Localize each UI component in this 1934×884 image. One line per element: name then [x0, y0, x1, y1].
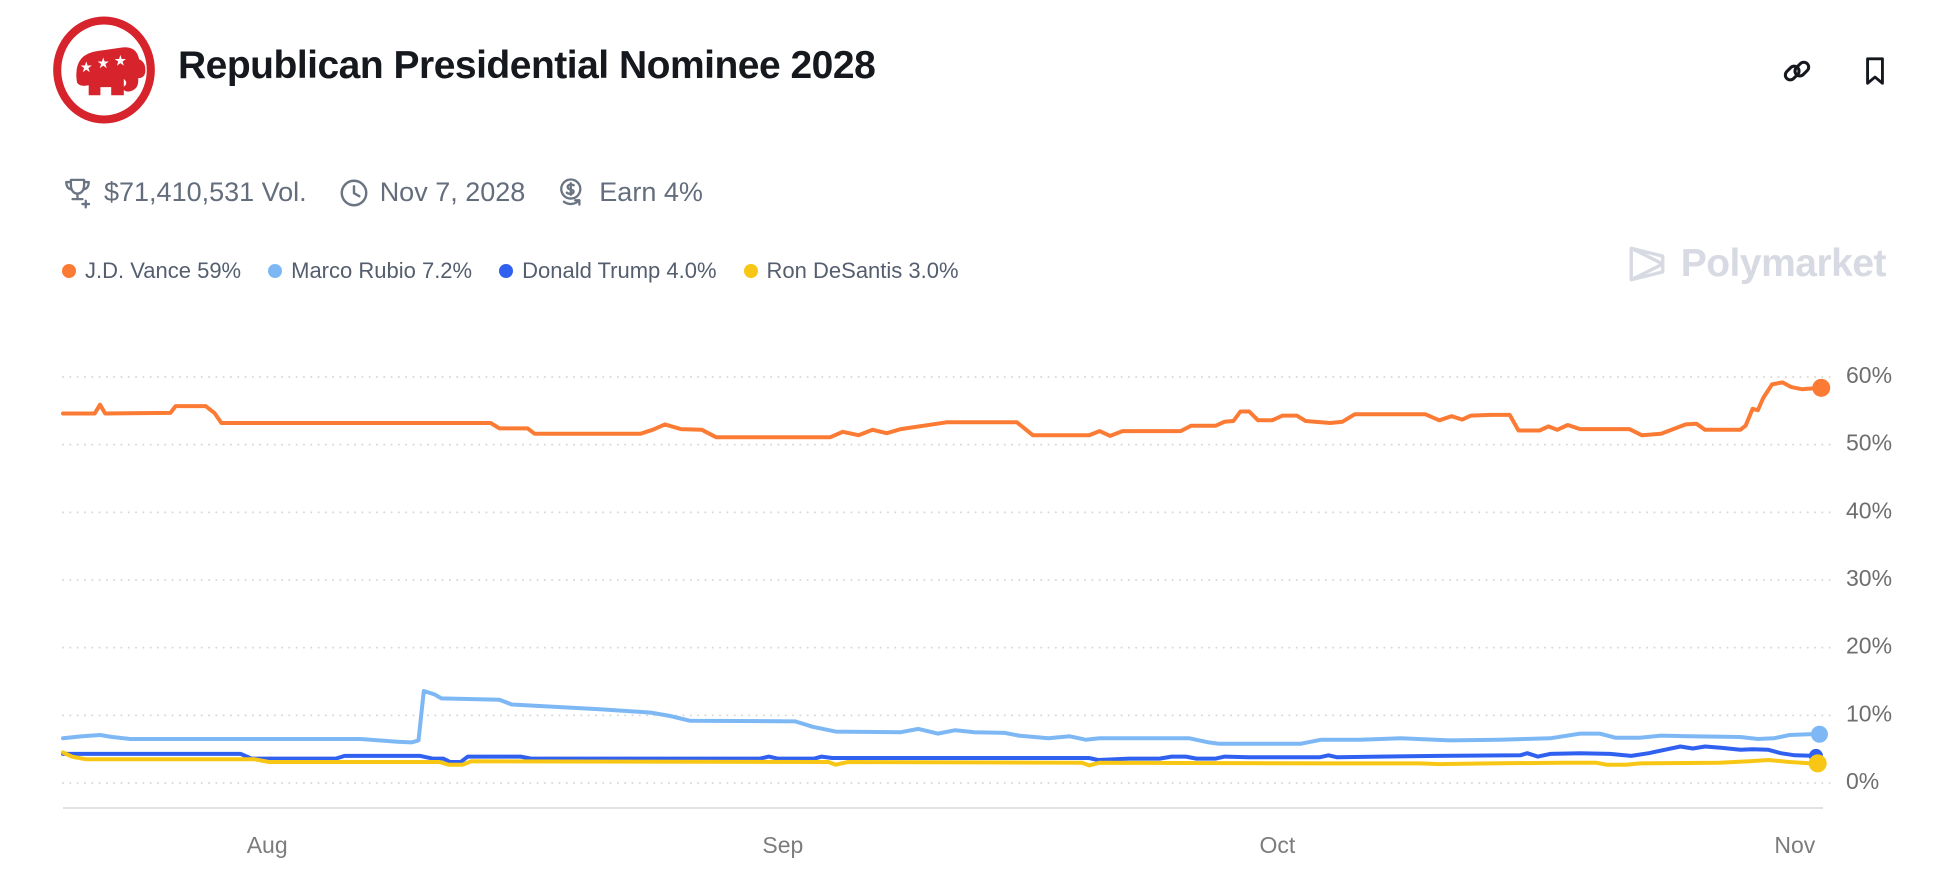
legend-item-donald-trump[interactable]: Donald Trump 4.0%: [499, 258, 717, 284]
series-line-marco-rubio: [61, 689, 1822, 746]
legend-item-ron-desantis[interactable]: Ron DeSantis 3.0%: [743, 258, 959, 284]
series-end-dot-j-d-vance: [1812, 378, 1831, 397]
y-axis-label-10: 10%: [1846, 700, 1892, 726]
volume-stat: $71,410,531 Vol.: [62, 176, 307, 209]
legend-label: Marco Rubio 7.2%: [291, 258, 473, 283]
series-end-dot-marco-rubio: [1810, 725, 1828, 743]
page-title: Republican Presidential Nominee 2028: [178, 44, 876, 87]
y-axis-label-40: 40%: [1846, 497, 1892, 523]
earn-value: Earn 4%: [599, 177, 703, 207]
gop-elephant-icon: ★ ★ ★: [53, 16, 155, 124]
series-end-dot-ron-desantis: [1808, 754, 1827, 773]
clock-icon: [340, 179, 368, 206]
earn-stat: Earn 4%: [557, 177, 703, 208]
y-axis-label-60: 60%: [1846, 362, 1892, 388]
gop-elephant-logo: ★ ★ ★: [50, 14, 158, 126]
y-axis-label-20: 20%: [1846, 633, 1892, 659]
star-icon: ★: [114, 54, 127, 70]
polymarket-watermark-text: Polymarket: [1680, 242, 1887, 285]
bookmark-button[interactable]: [1858, 54, 1892, 88]
legend-label: Ron DeSantis 3.0%: [766, 258, 959, 283]
y-axis-label-0: 0%: [1846, 768, 1879, 794]
legend-label: Donald Trump 4.0%: [522, 258, 717, 283]
header-actions: [1780, 54, 1892, 88]
legend-label: J.D. Vance 59%: [85, 258, 242, 283]
end-date-stat: Nov 7, 2028: [339, 177, 526, 208]
legend-item-marco-rubio[interactable]: Marco Rubio 7.2%: [268, 258, 472, 284]
chart-legend: J.D. Vance 59% Marco Rubio 7.2% Donald Tru…: [62, 258, 959, 284]
series-line-ron-desantis: [61, 750, 1820, 768]
series-line-donald-trump: [61, 744, 1818, 764]
volume-value: $71,410,531 Vol.: [104, 177, 307, 207]
legend-dot-icon: [62, 264, 76, 278]
legend-dot-icon: [743, 264, 758, 278]
copy-link-button[interactable]: [1780, 54, 1814, 88]
legend-item-j-d-vance[interactable]: J.D. Vance 59%: [62, 258, 241, 284]
x-axis-label-oct: Oct: [1260, 832, 1296, 858]
x-axis-label-aug: Aug: [247, 832, 288, 858]
end-date-value: Nov 7, 2028: [379, 177, 526, 207]
x-axis-label-sep: Sep: [762, 832, 803, 858]
legend-dot-icon: [499, 264, 514, 278]
earn-rewards-icon: [560, 178, 582, 206]
y-axis-label-50: 50%: [1846, 430, 1892, 456]
bookmark-icon: [1866, 57, 1884, 85]
polymarket-logo-icon: [1629, 246, 1665, 282]
y-axis-label-30: 30%: [1846, 565, 1892, 591]
x-axis-label-nov: Nov: [1774, 832, 1815, 858]
trophy-icon: [65, 178, 91, 209]
stats-row: $71,410,531 Vol. Nov 7, 2028 Earn 4%: [62, 176, 721, 209]
star-icon: ★: [97, 56, 110, 72]
link-icon: [1783, 60, 1811, 82]
star-icon: ★: [80, 60, 93, 76]
polymarket-watermark: Polymarket: [1625, 242, 1887, 286]
series-line-j-d-vance: [61, 380, 1824, 440]
legend-dot-icon: [268, 264, 283, 278]
